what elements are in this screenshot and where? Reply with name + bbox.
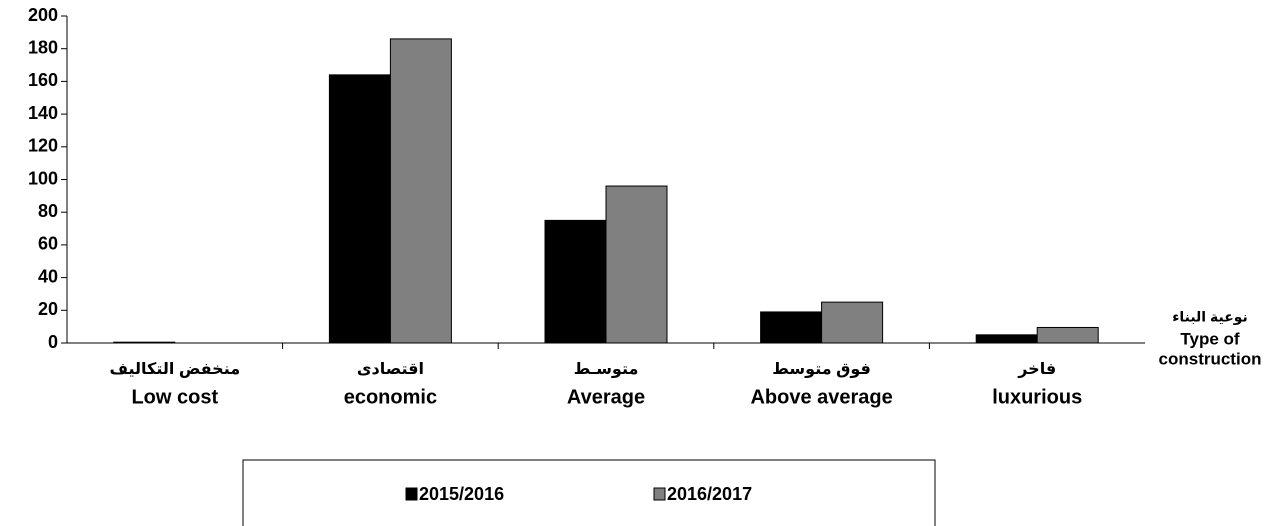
legend-label: 2016/2017 [667, 484, 752, 504]
axis-label: نوعية البناء [1172, 309, 1248, 326]
x-tick-label: فوق متوسط [772, 361, 871, 378]
x-tick-label: منخفض التكاليف [109, 361, 240, 378]
axis-label: Type of [1180, 329, 1240, 348]
bar [328, 74, 391, 344]
axis-label: construction [1159, 349, 1262, 368]
bar [544, 219, 607, 344]
legend-swatch [405, 487, 418, 501]
bar [113, 341, 176, 344]
y-tick-label: 60 [38, 234, 58, 254]
x-tick-label: Low cost [131, 386, 218, 408]
x-tick-label: Above average [750, 386, 892, 408]
x-tick-label: Average [567, 386, 645, 408]
legend-swatch [653, 487, 666, 501]
y-tick-label: 200 [28, 5, 58, 25]
y-tick-label: 140 [28, 103, 58, 123]
y-tick-label: 20 [38, 299, 58, 319]
y-tick-label: 80 [38, 201, 58, 221]
bar [821, 301, 884, 344]
x-tick-label: اقتصادى [357, 361, 424, 378]
y-tick-label: 100 [28, 168, 58, 188]
y-tick-label: 40 [38, 266, 58, 286]
y-tick-label: 0 [48, 332, 58, 352]
y-tick-label: 120 [28, 136, 58, 156]
y-tick-label: 180 [28, 37, 58, 57]
bar [1036, 326, 1099, 344]
y-tick-label: 160 [28, 70, 58, 90]
bar [389, 38, 452, 344]
x-tick-label: فاخر [1017, 361, 1056, 378]
bar [605, 185, 668, 344]
bar [760, 311, 823, 344]
x-tick-label: luxurious [992, 386, 1082, 408]
legend-label: 2015/2016 [419, 484, 504, 504]
legend-box [242, 459, 936, 526]
x-tick-label: economic [344, 386, 437, 408]
bar [975, 334, 1038, 344]
x-tick-label: متوسـط [574, 361, 639, 378]
